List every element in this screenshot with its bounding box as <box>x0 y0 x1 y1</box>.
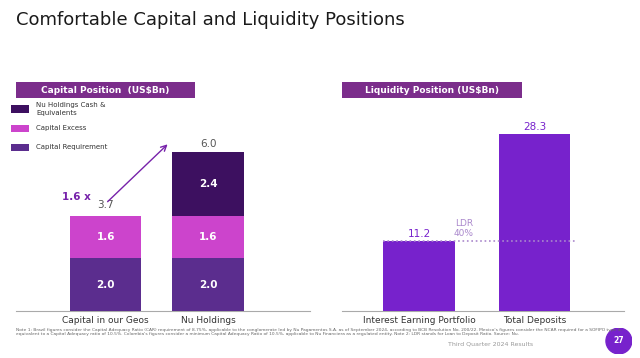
Bar <box>499 134 570 311</box>
Text: 1.6: 1.6 <box>199 232 217 242</box>
Text: 3.7: 3.7 <box>97 200 114 210</box>
Bar <box>172 216 244 258</box>
Bar <box>70 216 141 258</box>
Text: 2.0: 2.0 <box>97 280 115 290</box>
Text: 6.0: 6.0 <box>200 139 216 149</box>
Text: LDR
40%: LDR 40% <box>454 219 474 238</box>
Bar <box>70 258 141 311</box>
Text: Nu Holdings Cash &
Equivalents: Nu Holdings Cash & Equivalents <box>36 102 106 116</box>
Text: 1.6: 1.6 <box>97 232 115 242</box>
Text: Third Quarter 2024 Results: Third Quarter 2024 Results <box>448 341 533 346</box>
Text: 1.6 x: 1.6 x <box>62 192 91 202</box>
Text: Capital Excess: Capital Excess <box>36 125 87 131</box>
Text: 2.4: 2.4 <box>198 179 218 189</box>
Text: Note 1: Brazil figures consider the Capital Adequacy Ratio (CAR) requirement of : Note 1: Brazil figures consider the Capi… <box>16 328 622 336</box>
FancyBboxPatch shape <box>11 125 29 132</box>
Bar <box>172 258 244 311</box>
Bar <box>383 241 455 311</box>
Text: 11.2: 11.2 <box>408 229 431 239</box>
Text: Comfortable Capital and Liquidity Positions: Comfortable Capital and Liquidity Positi… <box>16 11 404 29</box>
Text: 27: 27 <box>614 337 624 345</box>
Text: Liquidity Position (US$Bn): Liquidity Position (US$Bn) <box>365 86 499 96</box>
Bar <box>172 152 244 216</box>
Circle shape <box>606 328 632 354</box>
Text: Capital Requirement: Capital Requirement <box>36 144 108 150</box>
Text: 28.3: 28.3 <box>523 122 546 132</box>
FancyBboxPatch shape <box>11 105 29 113</box>
Text: 2.0: 2.0 <box>199 280 217 290</box>
Text: Capital Position  (US$Bn): Capital Position (US$Bn) <box>42 86 170 96</box>
FancyBboxPatch shape <box>11 144 29 151</box>
